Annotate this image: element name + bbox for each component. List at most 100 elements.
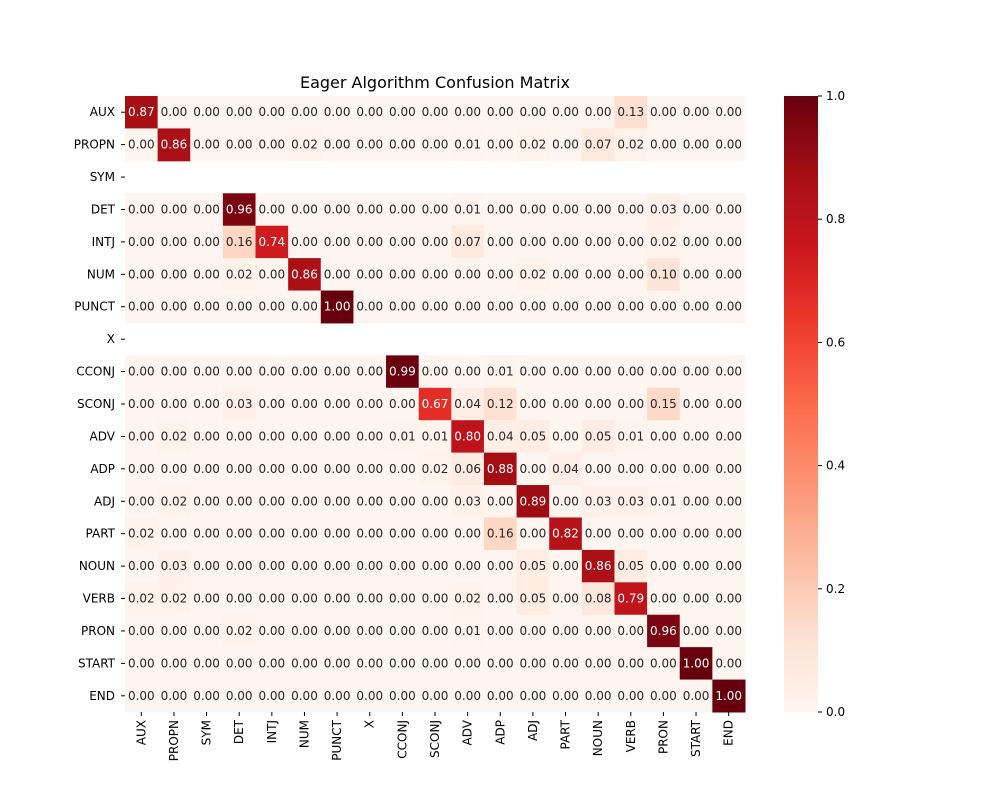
heatmap-cell [614,485,648,518]
heatmap-cell [483,517,518,551]
heatmap-cell [679,258,713,292]
cell-value-label: 0.00 [389,202,416,216]
cell-value-label: 0.00 [291,527,318,541]
cell-value-label: 0.00 [161,300,188,314]
cell-value-label: 0.00 [324,527,351,541]
heatmap-cell [483,96,518,129]
heatmap-cell [483,420,518,454]
heatmap-cell [255,614,289,648]
cell-value-label: 0.00 [161,624,188,638]
cell-value-label: 0.00 [552,624,579,638]
cell-value-label: 0.00 [128,624,155,638]
cell-value-label: 0.00 [291,592,318,606]
heatmap-cell [516,193,550,227]
heatmap-cell [712,128,746,162]
heatmap-cell [451,96,485,129]
cell-value-label: 0.00 [291,235,318,249]
y-tick-label: AUX [90,105,115,119]
cell-value-label: 0.02 [226,267,253,281]
cell-value-label: 0.00 [683,105,710,119]
cell-value-label: 0.02 [226,624,253,638]
cell-value-label: 0.16 [226,235,253,249]
heatmap-cell [483,549,518,583]
cell-value-label: 0.00 [487,300,514,314]
heatmap-cell [451,679,485,713]
x-tick-label: PUNCT [330,719,344,760]
cell-value-label: 0.74 [258,235,285,249]
cell-value-label: 0.01 [422,429,449,443]
cell-value-label: 0.00 [454,300,481,314]
cell-value-label: 0.00 [422,494,449,508]
cell-value-label: 0.00 [161,235,188,249]
heatmap-cell [386,582,420,616]
heatmap-cell [320,193,354,227]
heatmap-cell [288,387,322,421]
heatmap-cell [418,420,452,454]
heatmap-cell [483,258,518,292]
heatmap-cell [614,582,648,616]
cell-value-label: 0.00 [258,397,285,411]
cell-value-label: 0.00 [356,559,383,573]
cell-value-label: 0.00 [454,527,481,541]
cell-value-label: 0.00 [520,235,547,249]
cell-value-label: 0.00 [715,559,742,573]
heatmap-cell [418,128,452,162]
cell-value-label: 0.00 [389,624,416,638]
heatmap-cell [320,290,354,324]
heatmap-cell [157,290,191,324]
cell-value-label: 0.00 [650,429,677,443]
cell-value-label: 0.00 [520,624,547,638]
cell-value-label: 0.00 [258,592,285,606]
cell-value-label: 0.00 [161,527,188,541]
heatmap-cell [614,96,648,129]
heatmap-cell [320,355,354,389]
heatmap-cell [614,614,648,648]
cell-value-label: 0.00 [389,300,416,314]
heatmap-cell [288,193,322,227]
x-tick-label: ADP [493,720,507,745]
heatmap-cell [190,193,224,227]
cell-value-label: 0.00 [291,462,318,476]
heatmap-cell [288,485,322,518]
heatmap-cell [255,128,289,162]
heatmap-cell [451,258,485,292]
heatmap-cell [222,582,257,616]
heatmap-cell [647,517,681,551]
cell-value-label: 0.08 [585,592,612,606]
heatmap-cell [125,420,159,454]
cell-value-label: 0.00 [258,365,285,379]
cell-value-label: 0.00 [715,202,742,216]
cell-value-label: 0.00 [324,592,351,606]
cell-value-label: 0.00 [617,462,644,476]
cell-value-label: 0.00 [291,429,318,443]
y-tick-label: NUM [87,267,115,281]
heatmap-cell [647,420,681,454]
cell-value-label: 0.00 [193,235,220,249]
cell-value-label: 0.00 [226,462,253,476]
cell-value-label: 0.01 [454,624,481,638]
cell-value-label: 0.00 [389,559,416,573]
cell-value-label: 0.00 [715,429,742,443]
cell-value-label: 0.00 [291,397,318,411]
heatmap-cell [679,355,713,389]
cell-value-label: 0.00 [683,235,710,249]
y-tick-label: SYM [90,170,115,184]
cell-value-label: 0.00 [128,300,155,314]
cell-value-label: 0.00 [650,105,677,119]
heatmap-cell [353,387,387,421]
cell-value-label: 0.99 [389,365,416,379]
cell-value-label: 0.07 [585,138,612,152]
cell-value-label: 0.00 [324,397,351,411]
cell-value-label: 0.05 [520,592,547,606]
cell-value-label: 0.00 [128,397,155,411]
cell-value-label: 0.00 [422,689,449,703]
cell-value-label: 0.00 [291,300,318,314]
heatmap-cell [712,387,746,421]
cell-value-label: 0.00 [193,559,220,573]
heatmap-cell [353,258,387,292]
x-tick-label: PART [559,719,573,749]
cell-value-label: 0.00 [193,105,220,119]
cell-value-label: 0.00 [683,527,710,541]
cell-value-label: 0.00 [617,202,644,216]
heatmap-cell [222,420,257,454]
